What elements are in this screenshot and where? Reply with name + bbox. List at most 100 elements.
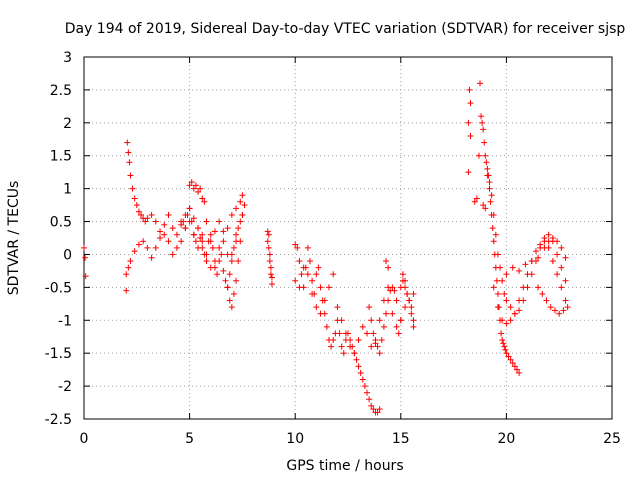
data-point — [188, 179, 195, 186]
data-point — [503, 350, 510, 357]
data-point — [490, 238, 497, 245]
chart-title: Day 194 of 2019, Sidereal Day-to-day VTE… — [65, 21, 626, 37]
data-point — [490, 284, 497, 291]
x-tick-label: 20 — [497, 431, 515, 447]
data-point — [562, 297, 569, 304]
data-point — [131, 195, 138, 202]
data-point — [378, 337, 385, 344]
data-point — [129, 185, 136, 192]
data-point — [482, 152, 489, 159]
data-point — [560, 307, 567, 314]
data-point — [239, 192, 246, 199]
data-point — [197, 185, 204, 192]
data-point — [152, 244, 159, 251]
y-tick-label: 0 — [63, 247, 72, 263]
data-point — [309, 290, 316, 297]
data-point — [135, 208, 142, 215]
data-point — [389, 310, 396, 317]
data-point — [532, 248, 539, 255]
data-point — [516, 307, 523, 314]
data-point — [404, 290, 411, 297]
data-point — [127, 172, 134, 179]
data-point — [497, 264, 504, 271]
data-point — [501, 343, 508, 350]
data-point — [233, 231, 240, 238]
data-point — [488, 192, 495, 199]
data-point — [554, 251, 561, 258]
data-point — [402, 304, 409, 311]
data-point — [364, 389, 371, 396]
data-point — [138, 211, 145, 218]
data-point — [372, 340, 379, 347]
data-point — [513, 366, 520, 373]
data-point — [499, 317, 506, 324]
y-tick-label: 2 — [63, 116, 72, 132]
data-point — [125, 264, 132, 271]
data-point — [347, 343, 354, 350]
data-point — [549, 258, 556, 265]
data-point — [313, 271, 320, 278]
data-point — [524, 271, 531, 278]
data-point — [220, 228, 227, 235]
data-point — [199, 195, 206, 202]
data-point — [266, 258, 273, 265]
x-tick-label: 10 — [286, 431, 304, 447]
data-point — [465, 119, 472, 126]
data-point — [298, 271, 305, 278]
data-point — [309, 277, 316, 284]
data-point — [292, 241, 299, 248]
data-point — [224, 225, 231, 232]
x-tick-label: 0 — [80, 431, 89, 447]
data-point — [368, 402, 375, 409]
data-point — [370, 330, 377, 337]
data-point — [190, 231, 197, 238]
data-point — [399, 271, 406, 278]
data-point — [366, 304, 373, 311]
data-point — [471, 198, 478, 205]
data-point — [507, 317, 514, 324]
data-point — [359, 376, 366, 383]
data-point — [545, 238, 552, 245]
data-point — [218, 251, 225, 258]
data-point — [477, 80, 483, 87]
data-point — [294, 244, 301, 251]
data-point — [397, 317, 404, 324]
data-point — [466, 86, 473, 93]
data-point — [402, 277, 409, 284]
data-point — [393, 297, 400, 304]
data-point — [368, 343, 375, 350]
data-point — [169, 251, 176, 258]
data-point — [317, 284, 324, 291]
data-point — [481, 139, 488, 146]
axis-ticks — [83, 56, 613, 420]
data-point — [503, 320, 510, 327]
data-point — [507, 304, 514, 311]
data-point — [376, 406, 383, 413]
data-point — [500, 340, 507, 347]
data-point — [152, 218, 159, 225]
y-tick-label: 0.5 — [50, 215, 72, 231]
data-point — [142, 218, 149, 225]
data-points — [81, 80, 571, 416]
data-point — [228, 304, 235, 311]
data-point — [330, 271, 337, 278]
data-point — [516, 369, 523, 376]
data-point — [157, 228, 164, 235]
gridlines — [84, 57, 612, 419]
data-point — [211, 264, 218, 271]
data-point — [135, 241, 142, 248]
data-point — [264, 238, 271, 245]
data-point — [503, 271, 510, 278]
data-point — [300, 264, 307, 271]
data-point — [126, 159, 133, 166]
data-point — [338, 343, 345, 350]
data-point — [520, 284, 527, 291]
data-point — [480, 126, 487, 133]
data-point — [184, 211, 191, 218]
data-point — [499, 337, 506, 344]
y-tick-label: 1 — [63, 182, 72, 198]
data-point — [376, 317, 383, 324]
data-point — [178, 221, 185, 228]
data-point — [216, 218, 223, 225]
